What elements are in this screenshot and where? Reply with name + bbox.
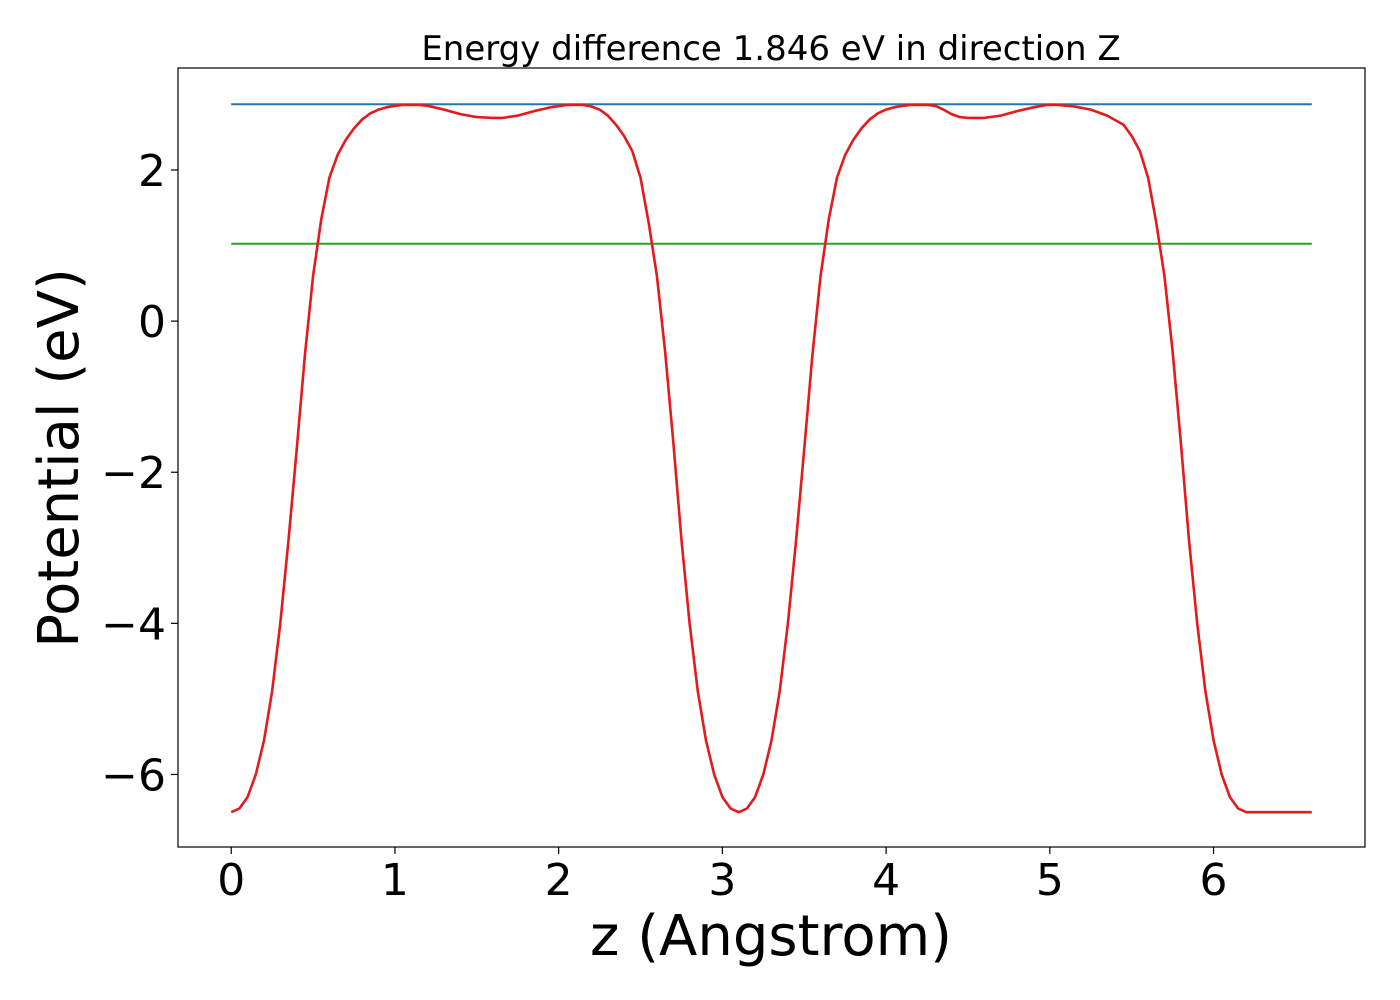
x-tick-label: 1 [381,855,409,906]
chart-title: Energy difference 1.846 eV in direction … [421,29,1120,69]
x-tick-label: 0 [217,855,245,906]
x-tick-label: 5 [1036,855,1064,906]
y-axis-ticks: −6 −4 −2 0 2 [101,146,178,801]
x-tick-label: 4 [872,855,900,906]
x-tick-label: 2 [545,855,573,906]
potential-curve [230,103,1312,814]
plot-lines [230,103,1312,814]
y-tick-label: −2 [101,448,166,499]
x-tick-label: 6 [1200,855,1228,906]
x-tick-label: 3 [708,855,736,906]
plot-frame [177,67,1366,848]
y-tick-label: −4 [101,599,166,650]
y-tick-label: −6 [101,750,166,801]
y-tick-label: 2 [138,146,166,197]
y-axis-label: Potential (eV) [27,268,92,648]
x-axis-ticks: 0 1 2 3 4 5 6 [217,847,1228,906]
y-tick-label: 0 [138,297,166,348]
x-axis-label: z (Angstrom) [590,904,952,969]
